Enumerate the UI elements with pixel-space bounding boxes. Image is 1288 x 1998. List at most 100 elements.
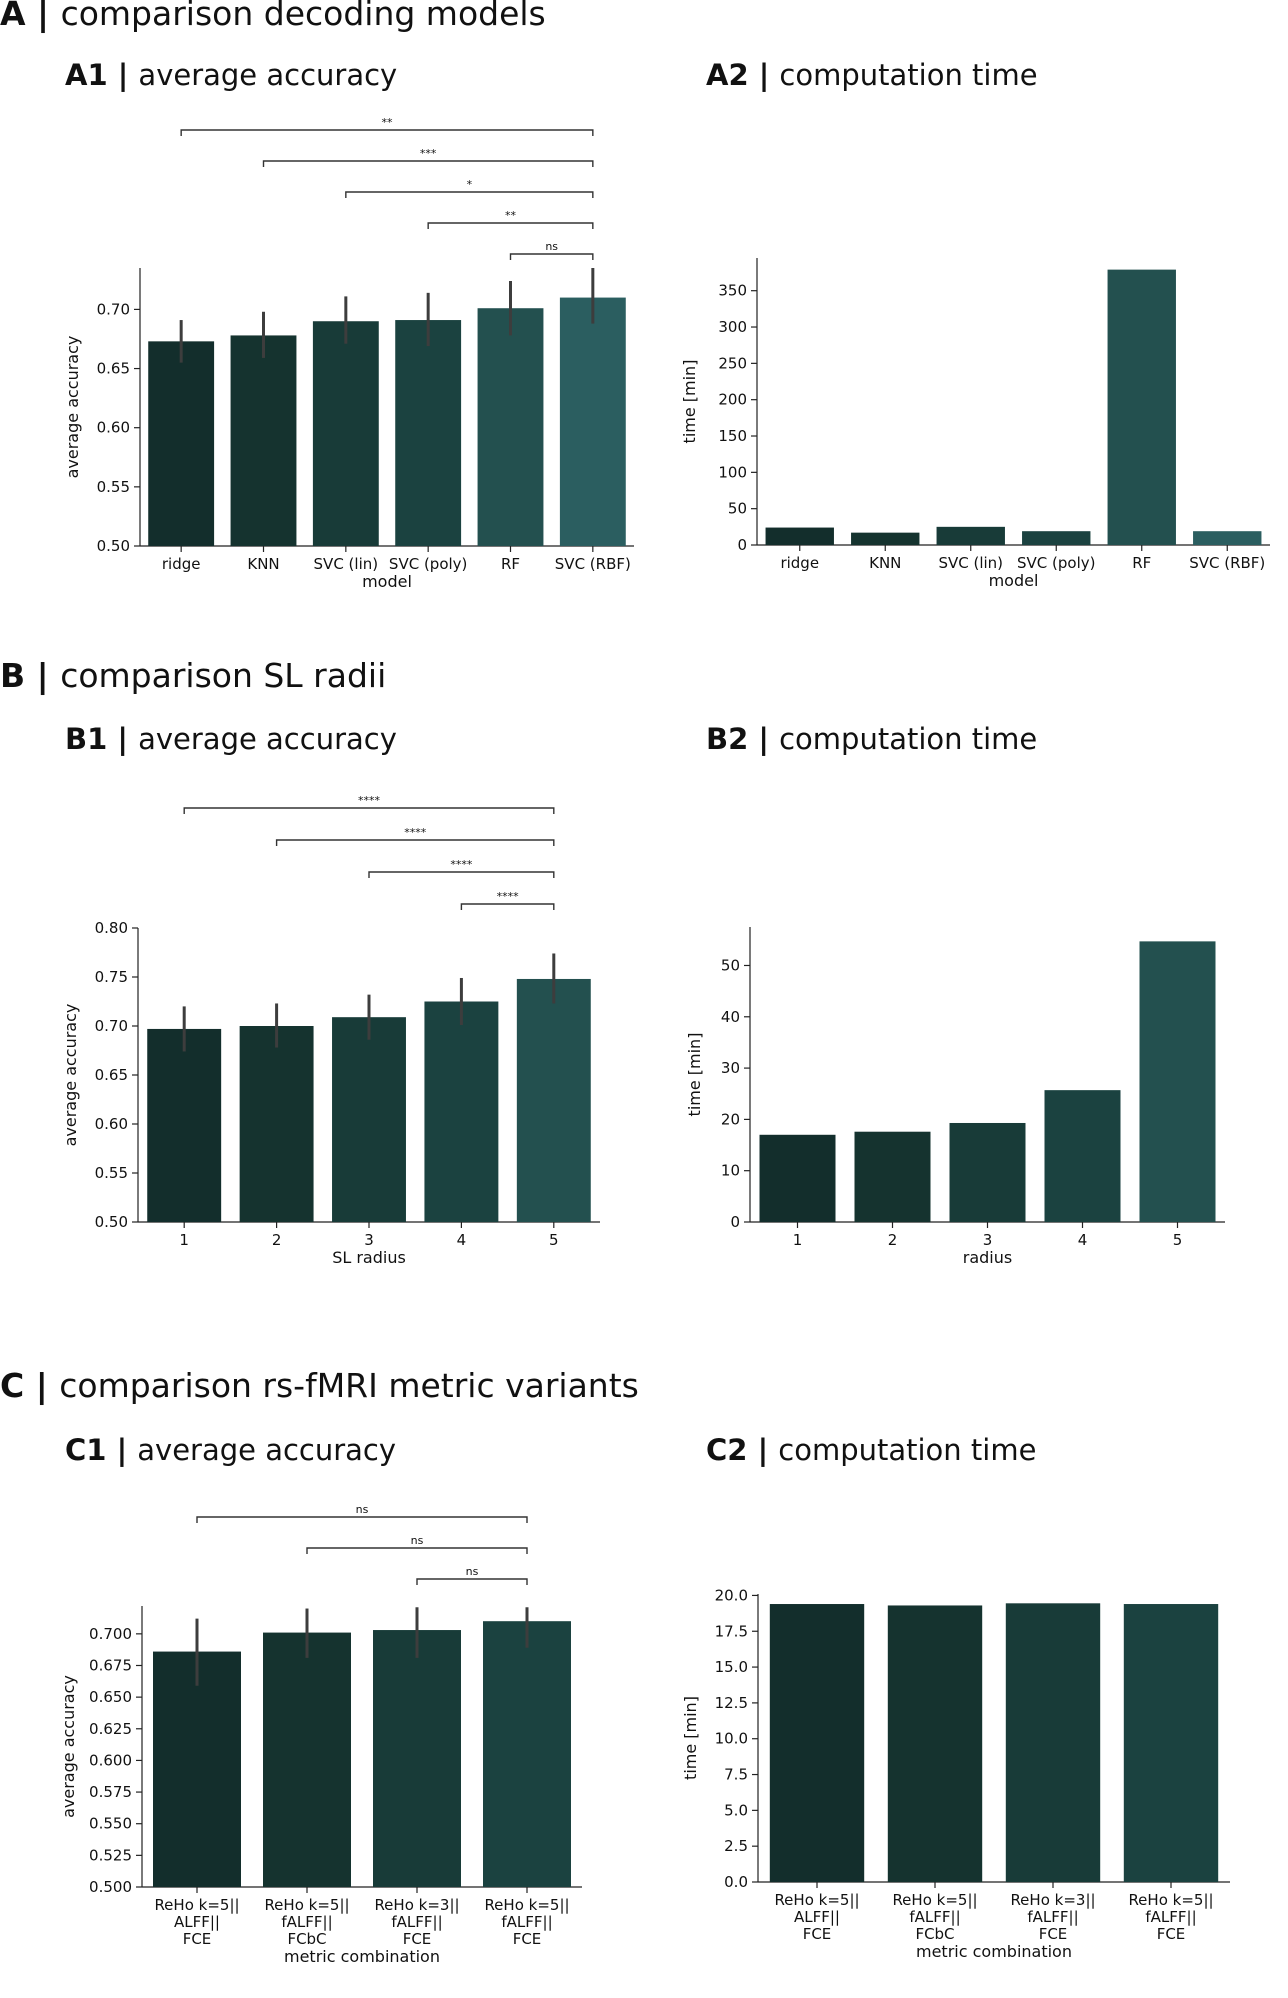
bar xyxy=(1044,1090,1121,1222)
x-tick-label: ReHo k=5|| xyxy=(154,1896,239,1914)
y-tick-label: 30 xyxy=(721,1059,740,1077)
x-tick-label: FCE xyxy=(513,1930,542,1948)
y-axis-label: average accuracy xyxy=(61,1004,80,1147)
y-tick-label: 0.55 xyxy=(95,1164,128,1182)
x-axis-label: radius xyxy=(963,1248,1012,1267)
significance-bracket xyxy=(196,1516,528,1523)
panel-a2-title: A2 | computation time xyxy=(706,58,1038,92)
x-tick-label: 4 xyxy=(1078,1231,1088,1249)
x-tick-label: FCE xyxy=(403,1930,432,1948)
x-tick-label: 1 xyxy=(793,1231,803,1249)
bar xyxy=(153,1651,241,1887)
bar xyxy=(1005,1603,1101,1882)
y-tick-label: 200 xyxy=(718,391,747,409)
significance-label: ns xyxy=(466,1565,479,1578)
y-tick-label: 20.0 xyxy=(715,1586,748,1604)
bar xyxy=(1123,1604,1219,1882)
y-tick-label: 0.55 xyxy=(97,478,130,496)
bar xyxy=(1107,269,1176,545)
bar xyxy=(239,1026,314,1222)
significance-bracket xyxy=(183,807,555,814)
bar xyxy=(1139,941,1216,1222)
panel-c1-title: C1 | average accuracy xyxy=(65,1433,397,1467)
significance-label: ** xyxy=(382,116,394,129)
bar xyxy=(887,1605,983,1882)
x-tick-label: 5 xyxy=(549,1231,559,1249)
y-tick-label: 0.60 xyxy=(97,419,130,437)
y-tick-label: 0.700 xyxy=(89,1625,132,1643)
x-axis-label: model xyxy=(989,571,1039,590)
x-tick-label: FCE xyxy=(1157,1925,1186,1943)
y-tick-label: 0.525 xyxy=(89,1846,132,1864)
bar xyxy=(373,1630,461,1887)
x-tick-label: ReHo k=3|| xyxy=(374,1896,459,1914)
significance-label: **** xyxy=(450,858,473,871)
bar xyxy=(395,320,462,546)
significance-label: **** xyxy=(404,826,427,839)
bar xyxy=(516,978,591,1222)
bar xyxy=(1022,531,1091,545)
bar xyxy=(759,1134,836,1222)
significance-label: **** xyxy=(497,890,520,903)
y-tick-label: 0.50 xyxy=(97,537,130,555)
x-tick-label: 2 xyxy=(272,1231,282,1249)
bar xyxy=(477,308,544,546)
section-a-letter: A xyxy=(0,0,26,33)
bar xyxy=(483,1621,571,1887)
significance-label: *** xyxy=(420,147,437,160)
x-tick-label: fALFF|| xyxy=(909,1908,960,1926)
bar xyxy=(769,1604,865,1882)
bar xyxy=(851,532,920,545)
bar xyxy=(332,1017,406,1222)
significance-bracket xyxy=(262,160,594,167)
section-b-letter: B xyxy=(0,656,26,695)
y-tick-label: 0.80 xyxy=(95,919,128,937)
significance-bracket xyxy=(368,871,555,878)
y-tick-label: 150 xyxy=(718,427,747,445)
significance-bracket xyxy=(306,1547,528,1554)
panel-b1-title: B1 | average accuracy xyxy=(65,722,397,756)
bar xyxy=(424,1001,499,1222)
x-tick-label: FCE xyxy=(1039,1925,1068,1943)
y-tick-label: 0.70 xyxy=(95,1017,128,1035)
significance-label: * xyxy=(467,178,473,191)
section-c-title: C | comparison rs-fMRI metric variants xyxy=(0,1366,639,1405)
panel-c2-title: C2 | computation time xyxy=(706,1433,1037,1467)
y-tick-label: 0.625 xyxy=(89,1720,132,1738)
x-tick-label: fALFF|| xyxy=(391,1913,442,1931)
significance-bracket xyxy=(460,903,555,910)
panel-b2-title: B2 | computation time xyxy=(706,722,1038,756)
x-tick-label: SVC (poly) xyxy=(1017,554,1095,572)
x-axis-label: metric combination xyxy=(284,1947,440,1966)
x-axis-label: model xyxy=(362,572,412,591)
y-tick-label: 15.0 xyxy=(715,1658,748,1676)
y-tick-label: 0.650 xyxy=(89,1688,132,1706)
y-tick-label: 250 xyxy=(718,354,747,372)
y-tick-label: 0.575 xyxy=(89,1783,132,1801)
x-tick-label: ALFF|| xyxy=(174,1913,220,1931)
y-tick-label: 10.0 xyxy=(715,1730,748,1748)
x-tick-label: FCE xyxy=(803,1925,832,1943)
x-tick-label: ALFF|| xyxy=(794,1908,840,1926)
y-tick-label: 50 xyxy=(728,500,747,518)
bar xyxy=(230,335,297,546)
x-tick-label: fALFF|| xyxy=(281,1913,332,1931)
bar xyxy=(765,527,834,545)
y-tick-label: 5.0 xyxy=(724,1801,748,1819)
bar xyxy=(263,1632,351,1887)
section-a-text: comparison decoding models xyxy=(60,0,546,33)
x-tick-label: fALFF|| xyxy=(1027,1908,1078,1926)
section-b-text: comparison SL radii xyxy=(60,656,387,695)
y-tick-label: 10 xyxy=(721,1162,740,1180)
x-tick-label: SVC (poly) xyxy=(389,555,467,573)
x-tick-label: ReHo k=5|| xyxy=(892,1891,977,1909)
bar xyxy=(1193,531,1262,545)
y-tick-label: 0.75 xyxy=(95,968,128,986)
x-tick-label: fALFF|| xyxy=(501,1913,552,1931)
significance-bracket xyxy=(427,222,594,229)
x-tick-label: ReHo k=3|| xyxy=(1010,1891,1095,1909)
y-tick-label: 0.500 xyxy=(89,1878,132,1896)
x-tick-label: ridge xyxy=(780,554,819,572)
